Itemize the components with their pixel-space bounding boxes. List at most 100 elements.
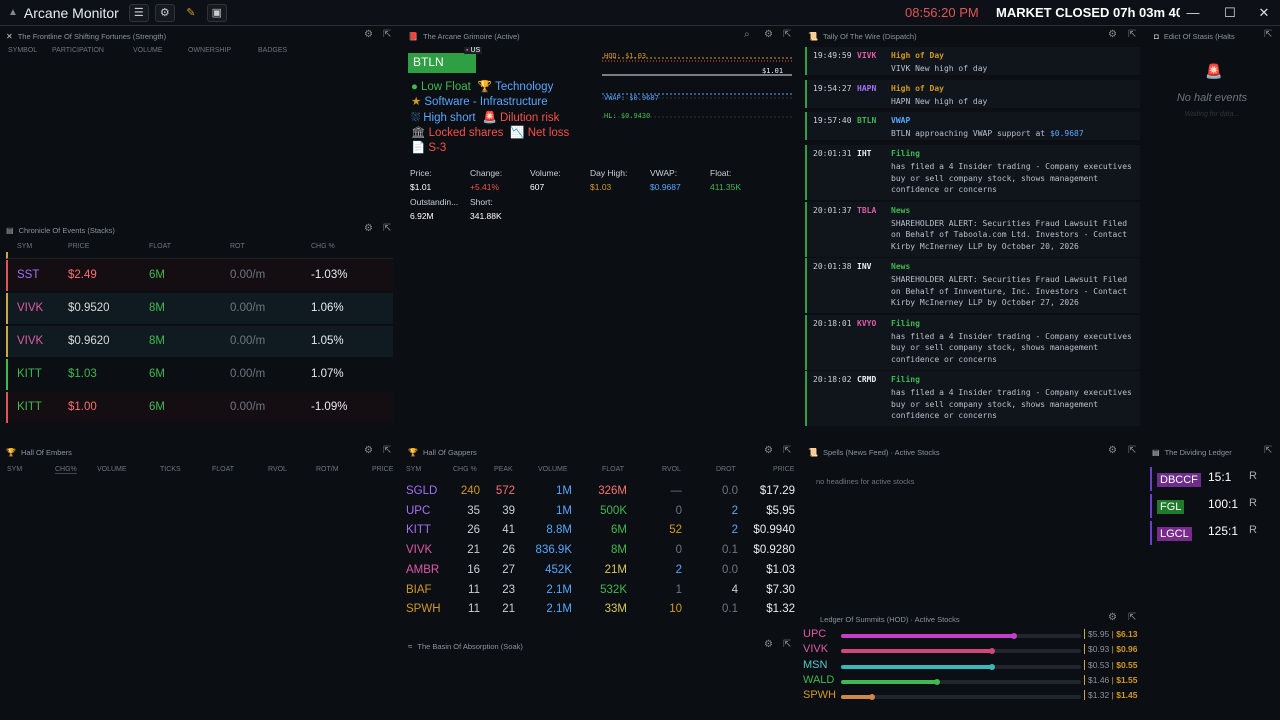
gear-icon[interactable]: ⚙ — [1108, 29, 1117, 40]
summit-symbol: MSN — [803, 658, 828, 671]
pin-icon[interactable]: ⇱ — [383, 445, 392, 456]
cell-sym: KITT — [406, 524, 431, 537]
col-header: SYM — [406, 466, 422, 473]
pin-icon[interactable]: ⇱ — [783, 445, 792, 456]
cell-sym: KITT — [17, 368, 42, 380]
close-icon[interactable]: ✕ — [6, 31, 13, 41]
pin-icon[interactable]: ⇱ — [783, 29, 792, 40]
gear-icon[interactable]: ⚙ — [364, 223, 373, 234]
gear-icon[interactable]: ⚙ — [1108, 445, 1117, 456]
summit-row[interactable]: SPWH $1.32 | $1.45 — [803, 689, 1143, 704]
table-row[interactable]: VIVK 21 26 836.9K 8M 0 0.1 $0.9280 — [402, 541, 795, 561]
pin-icon[interactable]: ⇱ — [383, 223, 392, 234]
panel-title: Ledger Of Summits (HOD) · Active Stocks — [820, 614, 960, 624]
cell-price: $1.03 — [766, 563, 795, 576]
panel-title: The Dividing Ledger — [1164, 447, 1232, 457]
cell-chg: 1.06% — [311, 302, 344, 314]
stat-value: 341.88K — [470, 211, 502, 221]
pin-icon[interactable]: ⇱ — [1128, 29, 1137, 40]
wire-symbol: BTLN — [857, 116, 877, 126]
gear-icon[interactable]: ⚙ — [364, 445, 373, 456]
col-header: PRICE — [68, 243, 90, 250]
col-header: PEAK — [494, 466, 513, 473]
wire-message-text: SHAREHOLDER ALERT: Securities Fraud Laws… — [891, 218, 1128, 251]
wire-item[interactable]: 19:49:59 VIVK High of Day VIVK New high of … — [805, 47, 1140, 75]
pin-icon[interactable]: ⇱ — [1128, 612, 1137, 623]
summit-row[interactable]: UPC $5.95 | $6.13 — [803, 628, 1143, 643]
pin-icon[interactable]: ⇱ — [1264, 29, 1273, 40]
summit-row[interactable]: VIVK $0.93 | $0.96 — [803, 643, 1143, 658]
minimize-button[interactable]: — — [1186, 5, 1200, 20]
table-row[interactable]: KITT $1.03 6M 0.00/m 1.07% — [6, 359, 393, 390]
table-row[interactable]: SPWH 11 21 2.1M 33M 10 0.1 $1.32 — [402, 600, 795, 620]
settings-button[interactable]: ⚙ — [154, 3, 175, 22]
cell-vol: 2.1M — [546, 583, 572, 596]
edit-icon[interactable]: ✎ — [186, 7, 196, 19]
layout-button[interactable]: ▣ — [206, 3, 227, 22]
col-header: TICKS — [160, 466, 181, 473]
pin-icon[interactable]: ⇱ — [1264, 445, 1273, 456]
cell-rot: 0.00/m — [230, 335, 266, 347]
spells-panel: 📜 Spells (News Feed) · Active Stocks ⚙ ⇱ n… — [802, 443, 1146, 610]
wire-symbol: TBLA — [857, 205, 877, 215]
summit-row[interactable]: WALD $1.46 | $1.55 — [803, 674, 1143, 689]
siren-icon: 🚨 — [482, 111, 497, 124]
summit-knob — [989, 663, 996, 670]
gappers-panel: 🏆 Hall Of Gappers ⚙ ⇱ SYM CHG % PEAK VOLUM… — [402, 443, 802, 638]
flag-icon: ▪ — [466, 47, 469, 54]
pin-icon[interactable]: ⇱ — [383, 29, 392, 40]
wire-item[interactable]: 20:01:31 IHT Filing has filed a 4 Insider t… — [805, 145, 1140, 201]
stat-label: Float: — [710, 168, 732, 178]
shower-icon: ⛆ — [411, 111, 421, 124]
wire-item[interactable]: 19:54:27 HAPN High of Day HAPN New high of … — [805, 79, 1140, 108]
summit-high: $0.55 — [1116, 659, 1138, 670]
pin-icon[interactable]: ⇱ — [783, 639, 792, 650]
pin-icon[interactable]: ⇱ — [1128, 445, 1137, 456]
wire-item[interactable]: 19:57:40 BTLN VWAP BTLN approaching VWAP su… — [805, 112, 1140, 141]
cell-float: 6M — [611, 524, 627, 537]
menu-button[interactable]: ☰ — [128, 3, 149, 22]
wire-item[interactable]: 20:01:38 INV News SHAREHOLDER ALERT: Securi… — [805, 258, 1140, 314]
wire-highlight: $0.9687 — [1049, 129, 1084, 139]
last-price-label: $1.01 — [762, 67, 783, 75]
tag-label: Technology — [495, 81, 554, 93]
table-row[interactable]: KITT $1.00 6M 0.00/m -1.09% — [6, 392, 393, 423]
stat-value: 411.35K — [710, 182, 742, 192]
search-icon[interactable]: ⌕ — [744, 29, 750, 40]
table-row[interactable]: BIAF 11 23 2.1M 532K 1 4 $7.30 — [402, 581, 795, 601]
maximize-button[interactable]: ☐ — [1224, 5, 1236, 20]
wire-item[interactable]: 20:18:01 KVYO Filing has filed a 4 Insider … — [805, 314, 1140, 370]
gear-icon[interactable]: ⚙ — [364, 29, 373, 40]
ledger-row[interactable]: FGL 100:1 R — [1150, 494, 1265, 518]
ledger-row[interactable]: LGCL 125:1 R — [1150, 521, 1265, 545]
scroll-icon: 📜 — [808, 447, 818, 457]
stat-cell: VWAP: $0.9687 — [650, 168, 708, 192]
table-row[interactable]: VIVK $0.9520 8M 0.00/m 1.06% — [6, 293, 393, 324]
gear-icon[interactable]: ⚙ — [764, 445, 773, 456]
table-row[interactable]: SGLD 240 572 1M 326M — 0.0 $17.29 — [402, 482, 795, 502]
gear-icon[interactable]: ⚙ — [1108, 612, 1117, 623]
table-row[interactable]: UPC 35 39 1M 500K 0 2 $5.95 — [402, 502, 795, 522]
wire-item[interactable]: 20:01:37 TBLA News SHAREHOLDER ALERT: Secur… — [805, 201, 1140, 257]
empty-state: No halt events — [1176, 92, 1248, 104]
wire-symbol: CRMD — [857, 375, 877, 385]
wire-message-text: BTLN approaching VWAP support at — [891, 129, 1050, 139]
gear-icon[interactable]: ⚙ — [764, 29, 773, 40]
table-row[interactable]: KITT 26 41 8.8M 6M 52 2 $0.9940 — [402, 521, 795, 541]
gear-icon[interactable]: ⚙ — [764, 639, 773, 650]
cell-sym: SST — [17, 269, 40, 281]
summit-fill — [841, 664, 993, 669]
col-header: SYM — [17, 243, 33, 250]
stat-value: $1.01 — [410, 182, 432, 192]
close-button[interactable]: ✕ — [1258, 5, 1270, 20]
table-row[interactable]: AMBR 16 27 452K 21M 2 0.0 $1.03 — [402, 561, 795, 581]
stat-cell: Short: 341.88K — [470, 197, 528, 221]
app-logo-icon: ▲ — [8, 7, 18, 18]
table-row[interactable]: VIVK $0.9620 8M 0.00/m 1.05% — [6, 326, 393, 357]
wire-item[interactable]: 20:18:02 CRMD Filing has filed a 4 Insider … — [805, 371, 1140, 427]
table-row[interactable]: SST $2.49 6M 0.00/m -1.03% — [6, 260, 393, 291]
ledger-row[interactable]: DBCCF 15:1 R — [1150, 467, 1265, 491]
hod-label: HOD: $1.03 — [604, 52, 646, 60]
stat-label: Outstandin... — [410, 197, 459, 207]
summit-row[interactable]: MSN $0.53 | $0.55 — [803, 659, 1143, 674]
